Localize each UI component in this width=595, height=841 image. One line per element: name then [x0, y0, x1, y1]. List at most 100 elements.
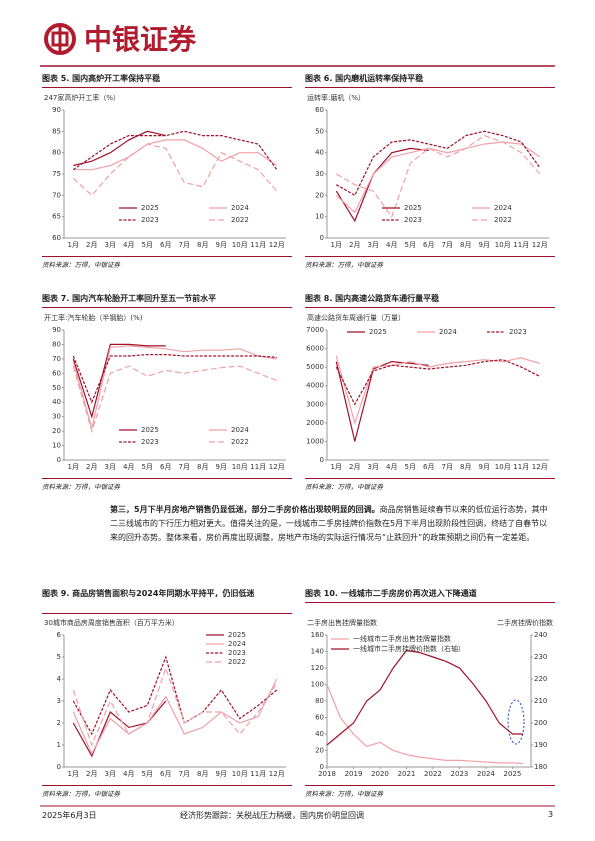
y-tick-label: 6000 — [306, 345, 324, 353]
brand: 中银证券 — [84, 23, 197, 56]
y2-tick-label: 210 — [534, 697, 547, 705]
y-tick-label: 80 — [52, 149, 61, 157]
chart-title: 高速公路货车周通行量（万量） — [307, 313, 405, 322]
y-tick-label: 80 — [52, 340, 61, 348]
caption: 图表 6. 国内磨机运转率保持平稳 — [305, 73, 555, 88]
x-tick-label: 2021 — [398, 770, 416, 778]
x-tick-label: 12月 — [532, 241, 548, 249]
caption: 图表 9. 商品房销售面积与2024年同期水平持平，仍旧低迷 — [42, 588, 292, 614]
y-tick-label: 0 — [320, 234, 324, 242]
y-tick-label: 4 — [57, 675, 62, 683]
legend-label: 2025 — [141, 426, 159, 434]
footer-title: 经济形势跟踪：关税战压力稍缓，国内房价明显回调 — [180, 811, 364, 820]
x-tick-label: 11月 — [513, 241, 529, 249]
legend-label: 一线城市二手房挂牌价指数（右轴） — [353, 644, 465, 653]
x-tick-label: 12月 — [532, 463, 548, 471]
caption: 图表 7. 国内汽车轮胎开工率回升至五一节前水平 — [42, 293, 292, 308]
x-tick-label: 11月 — [250, 463, 266, 471]
x-tick-label: 2020 — [371, 770, 389, 778]
legend-label: 2022 — [228, 658, 246, 666]
legend-label: 2023 — [404, 216, 422, 224]
y-tick-label: 75 — [52, 170, 61, 178]
x-tick-label: 8月 — [460, 241, 471, 249]
chart-title: 247家高炉开工率（%） — [44, 93, 120, 102]
x-tick-label: 2月 — [349, 241, 360, 249]
x-tick-label: 3月 — [105, 463, 116, 471]
y2-tick-label: 190 — [534, 741, 547, 749]
x-tick-label: 7月 — [442, 241, 453, 249]
x-tick-label: 4月 — [386, 463, 397, 471]
y-tick-label: 60 — [52, 234, 61, 242]
y-axis-title: 二手房出售挂牌量指数 — [307, 618, 377, 627]
series-line — [335, 141, 541, 214]
x-tick-label: 7月 — [179, 463, 190, 471]
x-tick-label: 3月 — [368, 463, 379, 471]
x-tick-label: 6月 — [160, 770, 171, 778]
x-tick-label: 10月 — [495, 241, 511, 249]
y-tick-label: 0 — [57, 456, 61, 464]
series-line — [72, 700, 167, 758]
paragraph: 第三，5月下半月房地产销售仍显低迷，部分二手房价格出现较明显的回调。商品房销售延… — [110, 503, 555, 545]
series-line — [72, 655, 278, 736]
source: 资料来源：万得，中银证券 — [42, 256, 292, 269]
y-tick-label: 0 — [320, 763, 324, 771]
x-tick-label: 2月 — [86, 463, 97, 471]
x-tick-label: 9月 — [216, 241, 227, 249]
series-line — [326, 684, 524, 765]
x-tick-label: 12月 — [269, 770, 285, 778]
caption: 图表 8. 国内高速公路货车通行量平稳 — [305, 293, 555, 308]
y-tick-label: 3 — [57, 697, 61, 705]
source: 资料来源：万得，中银证券 — [42, 478, 292, 491]
x-tick-label: 1月 — [68, 463, 79, 471]
x-tick-label: 7月 — [442, 463, 453, 471]
y-tick-label: 2 — [57, 719, 61, 727]
x-tick-label: 3月 — [105, 770, 116, 778]
series-line — [72, 678, 278, 756]
body: 商品房销售延续春节以来的低位运行态势，其中二三线城市的下行压力相对更大。值得关注… — [110, 505, 548, 542]
y-tick-label: 40 — [315, 730, 324, 738]
legend-label: 2024 — [231, 204, 249, 212]
x-tick-label: 4月 — [123, 241, 134, 249]
x-tick-label: 1月 — [331, 241, 342, 249]
legend-label: 2023 — [509, 328, 527, 336]
y-tick-label: 1 — [57, 741, 61, 749]
y2-tick-label: 230 — [534, 653, 547, 661]
y-tick-label: 160 — [311, 631, 324, 639]
legend-label: 2022 — [231, 438, 249, 446]
legend-label: 2024 — [494, 204, 512, 212]
x-tick-label: 6月 — [423, 463, 434, 471]
legend-label: 2025 — [228, 631, 246, 639]
y-tick-label: 2000 — [306, 419, 324, 427]
x-tick-label: 2月 — [86, 241, 97, 249]
caption: 图表 5. 国内高炉开工率保持平稳 — [42, 73, 292, 88]
highlight — [507, 699, 525, 745]
legend-label: 2024 — [231, 426, 249, 434]
series-line — [72, 343, 166, 419]
y-tick-label: 10 — [315, 213, 324, 221]
x-tick-label: 5月 — [405, 463, 416, 471]
y2-tick-label: 220 — [534, 675, 547, 683]
y-tick-label: 50 — [315, 127, 324, 135]
x-tick-label: 1月 — [68, 241, 79, 249]
x-tick-label: 10月 — [232, 770, 248, 778]
legend-label: 2022 — [231, 216, 249, 224]
series-line — [72, 365, 278, 434]
legend-label: 2024 — [228, 640, 246, 648]
legend-label: 2023 — [141, 216, 159, 224]
y-tick-label: 20 — [315, 747, 324, 755]
series-line — [335, 134, 541, 218]
legend-label: 一线城市二手房出售挂牌量指数 — [353, 634, 451, 643]
x-tick-label: 5月 — [142, 463, 153, 471]
y-tick-label: 4000 — [306, 382, 324, 390]
y-tick-label: 60 — [315, 714, 324, 722]
caption: 图表 10. 一线城市二手房房价再次进入下降通道 — [305, 588, 555, 603]
lead: 第三，5月下半月房地产销售仍显低迷，部分二手房价格出现较明显的回调。 — [110, 505, 380, 514]
chart-title: 30城市商品房周度销售面积（百万平方米） — [44, 618, 179, 627]
y-tick-label: 50 — [52, 384, 61, 392]
y-tick-label: 140 — [311, 648, 324, 656]
y-tick-label: 85 — [52, 127, 61, 135]
x-tick-label: 11月 — [250, 770, 266, 778]
y2-tick-label: 240 — [534, 631, 547, 639]
